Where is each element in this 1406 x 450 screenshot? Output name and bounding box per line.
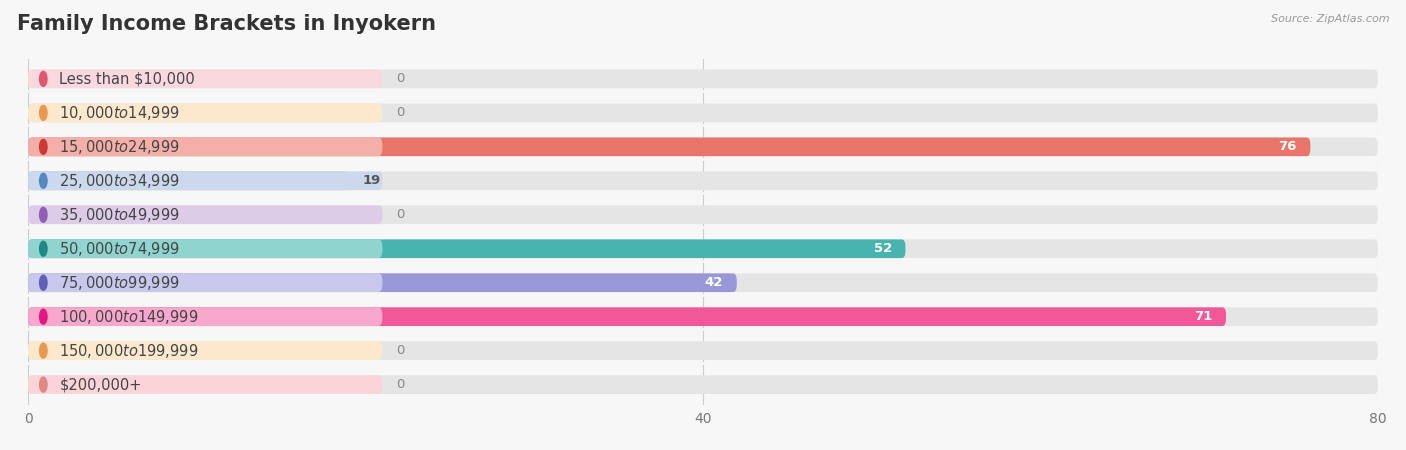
Text: Source: ZipAtlas.com: Source: ZipAtlas.com [1271,14,1389,23]
Text: $10,000 to $14,999: $10,000 to $14,999 [59,104,180,122]
Text: $200,000+: $200,000+ [59,377,142,392]
FancyBboxPatch shape [28,205,382,224]
Text: Less than $10,000: Less than $10,000 [59,72,195,86]
Circle shape [39,275,46,290]
Text: 42: 42 [704,276,723,289]
Text: $15,000 to $24,999: $15,000 to $24,999 [59,138,180,156]
FancyBboxPatch shape [28,138,1378,156]
FancyBboxPatch shape [28,205,1378,224]
Text: 0: 0 [396,106,405,119]
FancyBboxPatch shape [28,375,382,394]
FancyBboxPatch shape [28,171,382,190]
Circle shape [39,309,46,324]
Text: $150,000 to $199,999: $150,000 to $199,999 [59,342,198,360]
FancyBboxPatch shape [28,104,382,122]
Text: 0: 0 [396,208,405,221]
Text: 0: 0 [396,344,405,357]
Circle shape [39,241,46,256]
Text: Family Income Brackets in Inyokern: Family Income Brackets in Inyokern [17,14,436,33]
Text: 71: 71 [1194,310,1212,323]
FancyBboxPatch shape [28,307,1378,326]
Circle shape [39,140,46,154]
Text: 0: 0 [396,72,405,86]
Text: $25,000 to $34,999: $25,000 to $34,999 [59,172,180,190]
FancyBboxPatch shape [28,273,382,292]
FancyBboxPatch shape [28,239,905,258]
Circle shape [39,343,46,358]
Text: 0: 0 [396,378,405,391]
Circle shape [39,105,46,120]
FancyBboxPatch shape [28,341,382,360]
Text: 52: 52 [873,242,891,255]
FancyBboxPatch shape [28,375,1378,394]
Circle shape [39,72,46,86]
FancyBboxPatch shape [28,239,382,258]
FancyBboxPatch shape [28,138,1310,156]
Circle shape [39,377,46,392]
Text: 19: 19 [363,174,381,187]
Circle shape [39,173,46,188]
Text: $35,000 to $49,999: $35,000 to $49,999 [59,206,180,224]
FancyBboxPatch shape [28,341,1378,360]
FancyBboxPatch shape [28,273,1378,292]
FancyBboxPatch shape [28,239,1378,258]
FancyBboxPatch shape [28,70,1378,88]
FancyBboxPatch shape [28,307,382,326]
Text: $100,000 to $149,999: $100,000 to $149,999 [59,308,198,326]
Text: 76: 76 [1278,140,1296,153]
Text: $75,000 to $99,999: $75,000 to $99,999 [59,274,180,292]
FancyBboxPatch shape [28,273,737,292]
FancyBboxPatch shape [28,70,382,88]
FancyBboxPatch shape [28,171,1378,190]
Text: $50,000 to $74,999: $50,000 to $74,999 [59,240,180,258]
FancyBboxPatch shape [28,307,1226,326]
FancyBboxPatch shape [28,171,349,190]
FancyBboxPatch shape [28,104,1378,122]
FancyBboxPatch shape [28,138,382,156]
Circle shape [39,207,46,222]
